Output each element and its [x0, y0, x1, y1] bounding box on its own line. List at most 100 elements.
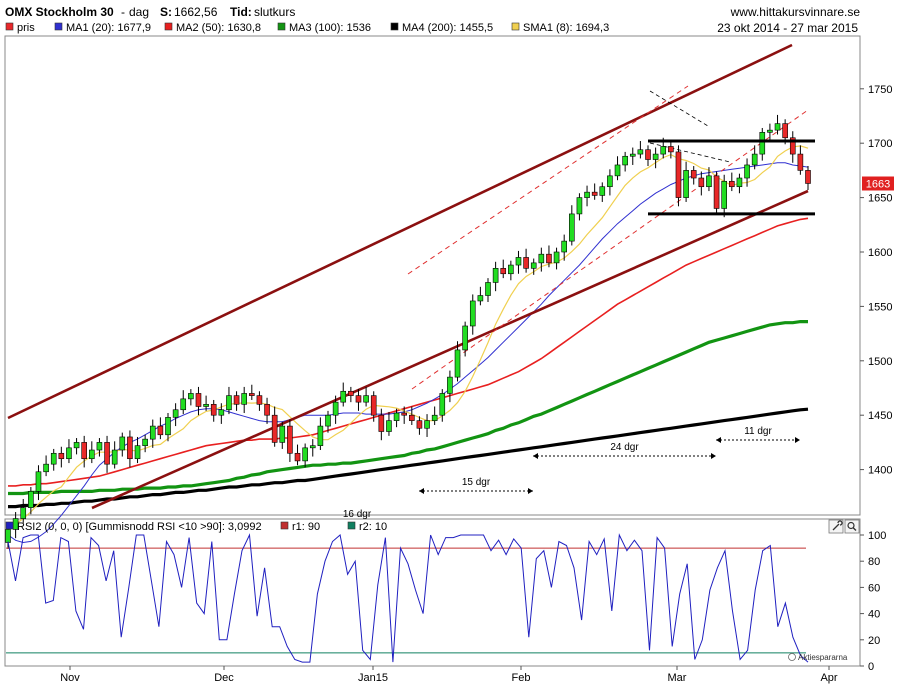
- candle-body: [165, 417, 171, 436]
- candle-body: [629, 153, 636, 157]
- candle-body: [546, 253, 552, 264]
- candle: [309, 439, 316, 457]
- candle-body: [668, 146, 674, 153]
- duration-label: 11 dgr: [744, 426, 772, 437]
- rsi-legend: RSI2 (0, 0, 0) [Gummisnodd RSI <10 >90]:…: [5, 521, 387, 533]
- pattern-dashed-upper: [649, 90, 709, 127]
- candle-body: [317, 425, 324, 446]
- candle: [629, 147, 636, 165]
- candle-body: [767, 129, 773, 133]
- candle: [683, 161, 689, 202]
- chart-title: OMX Stockholm 30: [5, 5, 114, 19]
- candle: [576, 193, 583, 221]
- legend-swatch: [277, 22, 286, 31]
- candle-body: [729, 180, 735, 188]
- rsi-legend-item: r2: 10: [347, 521, 387, 533]
- candle: [226, 386, 232, 415]
- candle-body: [553, 251, 560, 264]
- ma1-20-line: [7, 162, 809, 544]
- rsi-legend-label: r1: 90: [292, 521, 320, 533]
- candle: [469, 294, 476, 335]
- legend-swatch: [511, 22, 520, 31]
- candle: [218, 403, 225, 424]
- legend-item: MA3 (100): 1536: [277, 22, 371, 34]
- wrench-icon[interactable]: [828, 519, 844, 534]
- legend-label: pris: [17, 22, 35, 34]
- candle: [637, 141, 644, 159]
- candle: [165, 413, 171, 442]
- candle-body: [698, 177, 705, 188]
- candle: [569, 205, 575, 246]
- candle-body: [66, 447, 72, 460]
- candle: [43, 455, 49, 477]
- candle-body: [50, 452, 57, 465]
- candle-body: [271, 414, 278, 443]
- last-price-value: 1663: [866, 179, 890, 191]
- candle-body: [454, 349, 461, 378]
- ma4-200-line: [8, 407, 809, 509]
- close-value: 1662,56: [174, 5, 218, 19]
- upper-dashed-channel: [407, 85, 689, 275]
- candle: [599, 182, 606, 202]
- candle: [264, 397, 270, 424]
- rsi-tick-label: 40: [868, 609, 880, 621]
- zoom-icon[interactable]: [844, 519, 860, 534]
- rsi-tick-label: 60: [868, 582, 880, 594]
- candle-body: [279, 425, 286, 443]
- candle: [706, 167, 712, 192]
- candle-body: [325, 414, 331, 427]
- candle: [233, 391, 240, 411]
- price-y-axis: 1400 1450 1500 1550 1600 1650 1700 1750: [860, 84, 892, 477]
- candle-body: [622, 155, 628, 166]
- candle: [789, 131, 796, 163]
- candle: [409, 406, 415, 425]
- candle-body: [431, 414, 438, 421]
- candle: [249, 384, 255, 400]
- candle-body: [584, 191, 590, 198]
- candle-body: [500, 268, 507, 275]
- legend-label: MA1 (20): 1677,9: [66, 22, 151, 34]
- candle-body: [782, 123, 788, 139]
- candle-body: [226, 395, 232, 411]
- candle-body: [469, 300, 476, 327]
- rsi-legend-label: r2: 10: [359, 521, 387, 533]
- candle: [508, 260, 514, 281]
- x-tick-label: Mar: [668, 672, 687, 684]
- rsi-line: [7, 533, 809, 663]
- candle: [35, 465, 42, 501]
- candle: [530, 258, 537, 275]
- horizontal-levels: [648, 139, 815, 216]
- candle: [538, 247, 545, 272]
- legend-label: MA3 (100): 1536: [289, 22, 371, 34]
- rsi-legend-item: r1: 90: [280, 521, 320, 533]
- y-tick-label: 1550: [868, 301, 892, 313]
- candle-body: [515, 257, 522, 266]
- candle: [447, 370, 453, 403]
- candle: [157, 417, 164, 440]
- candle: [203, 395, 209, 411]
- candle-body: [538, 253, 545, 264]
- candle: [561, 234, 567, 261]
- x-tick-label: Feb: [512, 672, 531, 684]
- candle: [104, 435, 110, 473]
- candle-body: [28, 491, 34, 508]
- legend: pris MA1 (20): 1677,9 MA2 (50): 1630,8 MA3 …: [5, 22, 609, 34]
- y-tick-label: 1750: [868, 84, 892, 96]
- moving-averages: [7, 145, 809, 544]
- candle-body: [492, 268, 499, 283]
- candle-body: [660, 146, 667, 155]
- candle: [652, 147, 659, 169]
- candle: [332, 395, 339, 424]
- candle-body: [690, 170, 697, 179]
- candle-body: [759, 132, 766, 155]
- candle: [492, 261, 499, 292]
- candle: [287, 419, 293, 462]
- candle-body: [447, 376, 453, 394]
- candle-body: [43, 463, 49, 473]
- candle-body: [149, 425, 156, 440]
- rsi-y-axis: 100 80 60 40 20 0: [860, 530, 886, 673]
- candle: [348, 386, 354, 403]
- y-tick-label: 1400: [868, 465, 892, 477]
- candle-body: [607, 175, 613, 188]
- duration-label: 24 dgr: [610, 442, 639, 453]
